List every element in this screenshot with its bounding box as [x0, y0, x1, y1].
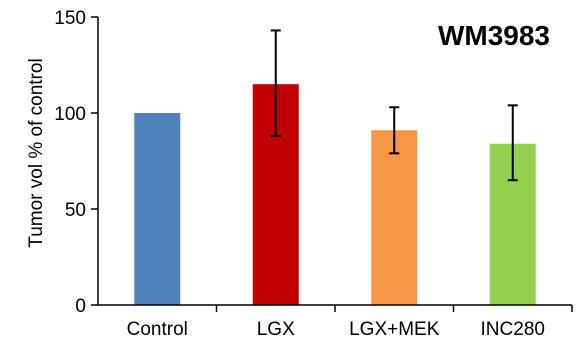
y-tick-label: 0 [75, 296, 86, 317]
y-axis-title: Tumor vol % of control [26, 58, 47, 247]
y-tick-label: 150 [54, 8, 86, 29]
x-category-label: Control [127, 319, 188, 340]
x-category-label: LGX+MEK [349, 319, 440, 340]
y-tick-label: 100 [54, 104, 86, 125]
y-tick-label: 50 [65, 200, 86, 221]
bar-control [134, 113, 181, 305]
x-category-label: INC280 [481, 319, 545, 340]
x-category-label: LGX [257, 319, 295, 340]
bar-lgx-mek [371, 130, 418, 305]
chart-title: WM3983 [438, 20, 550, 51]
